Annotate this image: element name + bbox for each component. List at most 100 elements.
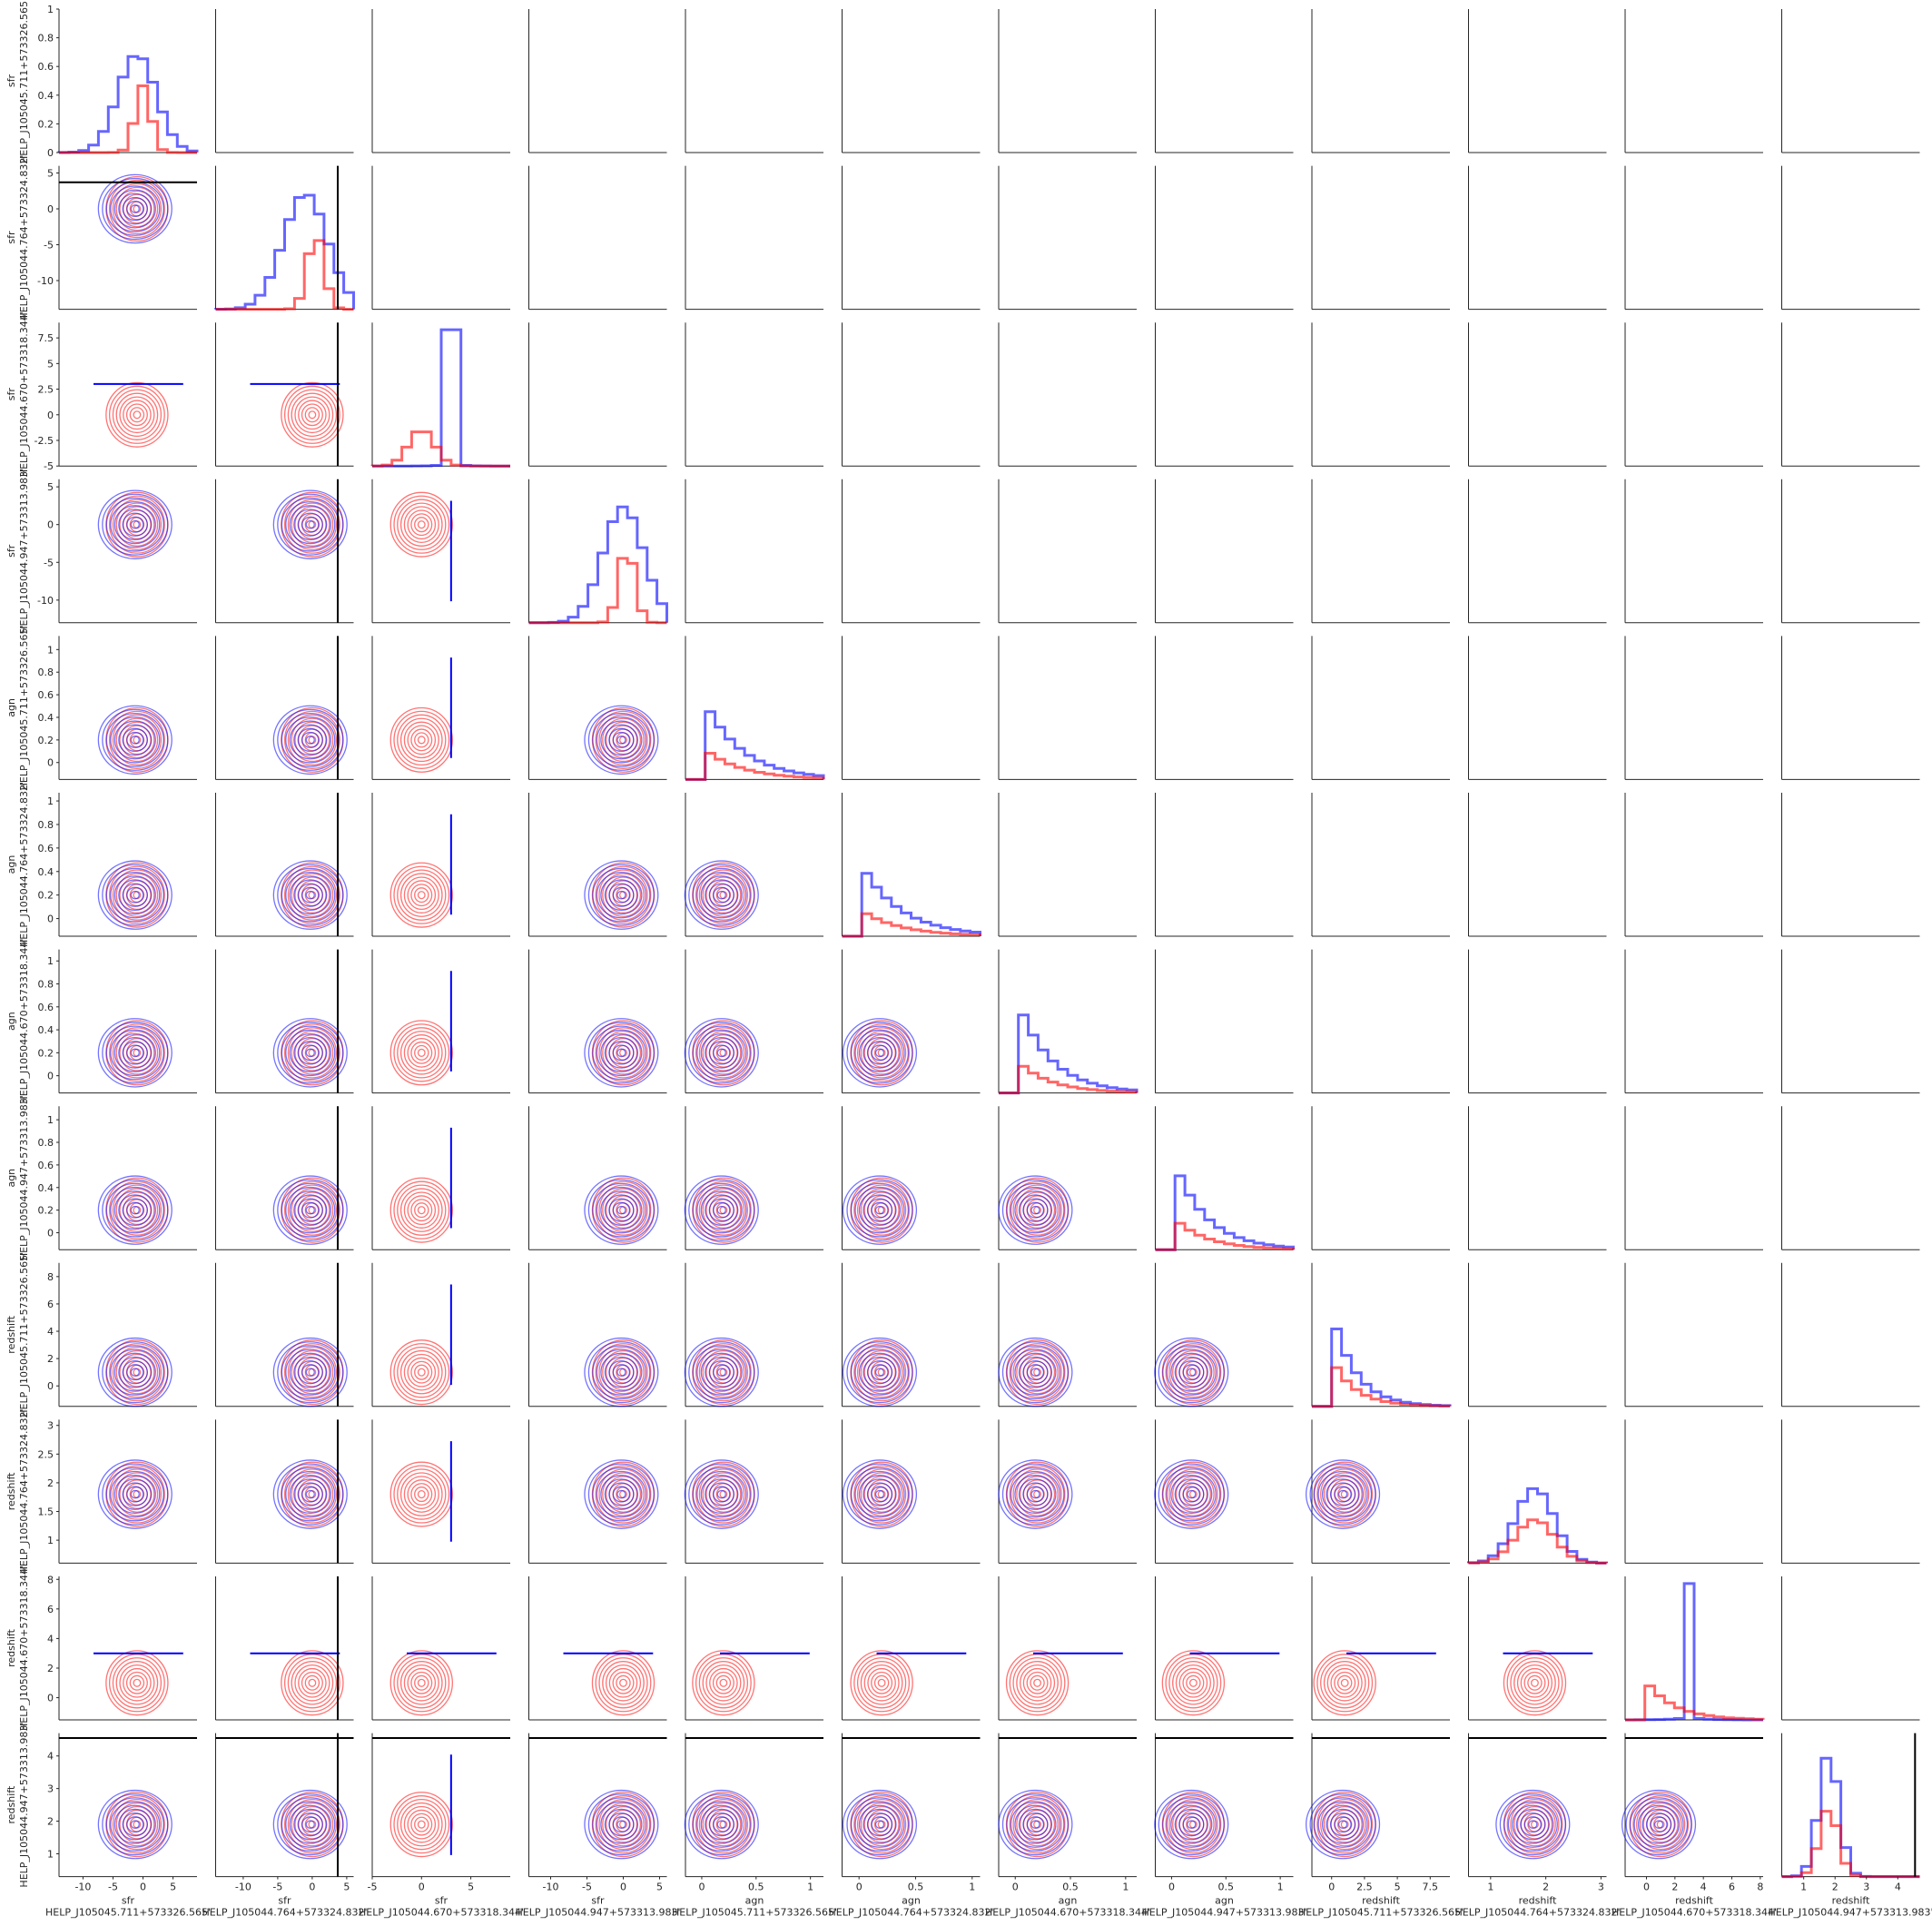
- contour-blue: [858, 1190, 902, 1230]
- contour-blue: [684, 1337, 759, 1407]
- contour-red: [1182, 1671, 1205, 1694]
- panel-r0-c4: [685, 9, 823, 153]
- contour-blue: [842, 1175, 918, 1245]
- contour-blue: [113, 1352, 156, 1392]
- contour-blue: [113, 1190, 156, 1230]
- contour-blue: [1650, 1816, 1668, 1833]
- x-tick-label: 4: [1895, 1882, 1901, 1893]
- contour-red: [1510, 1798, 1560, 1851]
- contour-red: [602, 1661, 645, 1705]
- marginal-hist-red: [1625, 1684, 1765, 1722]
- contour-blue: [1523, 1816, 1542, 1833]
- contour-red: [1168, 1798, 1218, 1851]
- x-tick-label: 2: [1671, 1882, 1678, 1893]
- contour-red: [1009, 1654, 1066, 1713]
- y-tick-label: 0: [47, 147, 54, 159]
- contour-blue: [692, 1025, 751, 1081]
- y-tick-label: -5: [44, 557, 54, 568]
- marginal-hist-blue: [57, 54, 199, 154]
- contour-red: [612, 1671, 635, 1694]
- contour-blue: [285, 1348, 336, 1396]
- contour-red: [1336, 1674, 1353, 1691]
- contour-blue: [1515, 1808, 1550, 1841]
- y-axis-label-object: HELP_J105045.711+573326.565': [18, 1252, 30, 1417]
- panel-r10-c10: [1624, 1576, 1765, 1722]
- contour-blue: [126, 1044, 144, 1062]
- contour-blue: [587, 1022, 655, 1084]
- contour-blue: [301, 886, 320, 904]
- contour-blue: [105, 497, 164, 552]
- contour-red: [1030, 1674, 1045, 1691]
- contour-blue: [584, 705, 659, 775]
- contour-blue: [130, 1489, 140, 1499]
- panel-r1-c3: [528, 165, 667, 311]
- contour-red: [1316, 1654, 1374, 1713]
- contour-blue: [584, 1789, 659, 1860]
- contour-red: [108, 1465, 165, 1524]
- y-tick-label: 0.8: [38, 667, 54, 678]
- contour-blue: [97, 1018, 172, 1088]
- x-axis-label-object: HELP_J105044.764+573324.832': [202, 1907, 368, 1919]
- x-axis-label-kind: redshift: [1519, 1895, 1557, 1907]
- contour-red: [283, 1180, 340, 1240]
- contour-red: [598, 1027, 648, 1079]
- x-tick-label: 0: [698, 1882, 705, 1893]
- contour-blue: [612, 1486, 631, 1503]
- contour-red: [407, 1809, 437, 1840]
- x-axis-label-kind: agn: [745, 1895, 764, 1907]
- contour-red: [417, 1368, 426, 1377]
- contour-blue: [130, 1205, 140, 1215]
- contour-red: [602, 1802, 645, 1847]
- contour-red: [291, 873, 334, 917]
- contour-red: [399, 1661, 443, 1705]
- contour-red: [1513, 1661, 1556, 1705]
- contour-blue: [616, 890, 626, 900]
- contour-blue: [684, 1175, 759, 1245]
- panel-r1-c4: [685, 165, 823, 311]
- panel-r10-c3: [528, 1576, 667, 1721]
- y-tick-label: 1: [47, 644, 54, 656]
- contour-red: [856, 1798, 907, 1851]
- contour-red: [291, 1349, 334, 1395]
- contour-red: [283, 1795, 340, 1854]
- contour-blue: [587, 1793, 655, 1856]
- contour-blue: [842, 1018, 918, 1088]
- contour-blue: [281, 1345, 340, 1400]
- y-tick-label: 0.6: [38, 1002, 54, 1013]
- contour-red: [695, 1795, 752, 1854]
- contour-blue: [110, 716, 161, 764]
- contour-blue: [612, 886, 631, 904]
- contour-red: [619, 1678, 627, 1687]
- marginal-hist-blue: [528, 505, 668, 625]
- y-tick-label: 1: [47, 795, 54, 807]
- contour-red: [705, 876, 742, 914]
- contour-red: [1503, 1650, 1567, 1716]
- contour-red: [119, 1805, 155, 1843]
- contour-blue: [608, 1482, 635, 1506]
- y-axis-label-object: HELP_J105044.764+573324.832': [18, 1408, 30, 1574]
- x-tick-label: 5: [343, 1882, 350, 1893]
- contour-red: [112, 389, 163, 440]
- contour-blue: [692, 1797, 751, 1852]
- contour-blue: [277, 1022, 344, 1084]
- contour-blue: [1309, 1793, 1376, 1856]
- contour-red: [1168, 1468, 1218, 1520]
- y-tick-label: 0: [47, 1071, 54, 1082]
- contour-blue: [842, 1459, 918, 1529]
- contour-red: [407, 1037, 437, 1068]
- contour-red: [702, 1031, 745, 1075]
- contour-red: [283, 495, 340, 554]
- contour-red: [1016, 1802, 1059, 1847]
- panel-r11-c10: [1621, 1733, 1763, 1878]
- y-tick-label: 0.8: [38, 819, 54, 831]
- contour-red: [414, 1816, 429, 1832]
- contour-red: [1639, 1802, 1682, 1847]
- contour-red: [595, 1180, 652, 1240]
- contour-blue: [289, 1190, 331, 1230]
- contour-blue: [1512, 1804, 1554, 1844]
- contour-blue: [700, 1032, 743, 1072]
- contour-blue: [596, 1029, 646, 1077]
- contour-blue: [1321, 1475, 1365, 1515]
- x-axis-label-kind: agn: [1059, 1895, 1078, 1907]
- contour-blue: [1154, 1459, 1229, 1529]
